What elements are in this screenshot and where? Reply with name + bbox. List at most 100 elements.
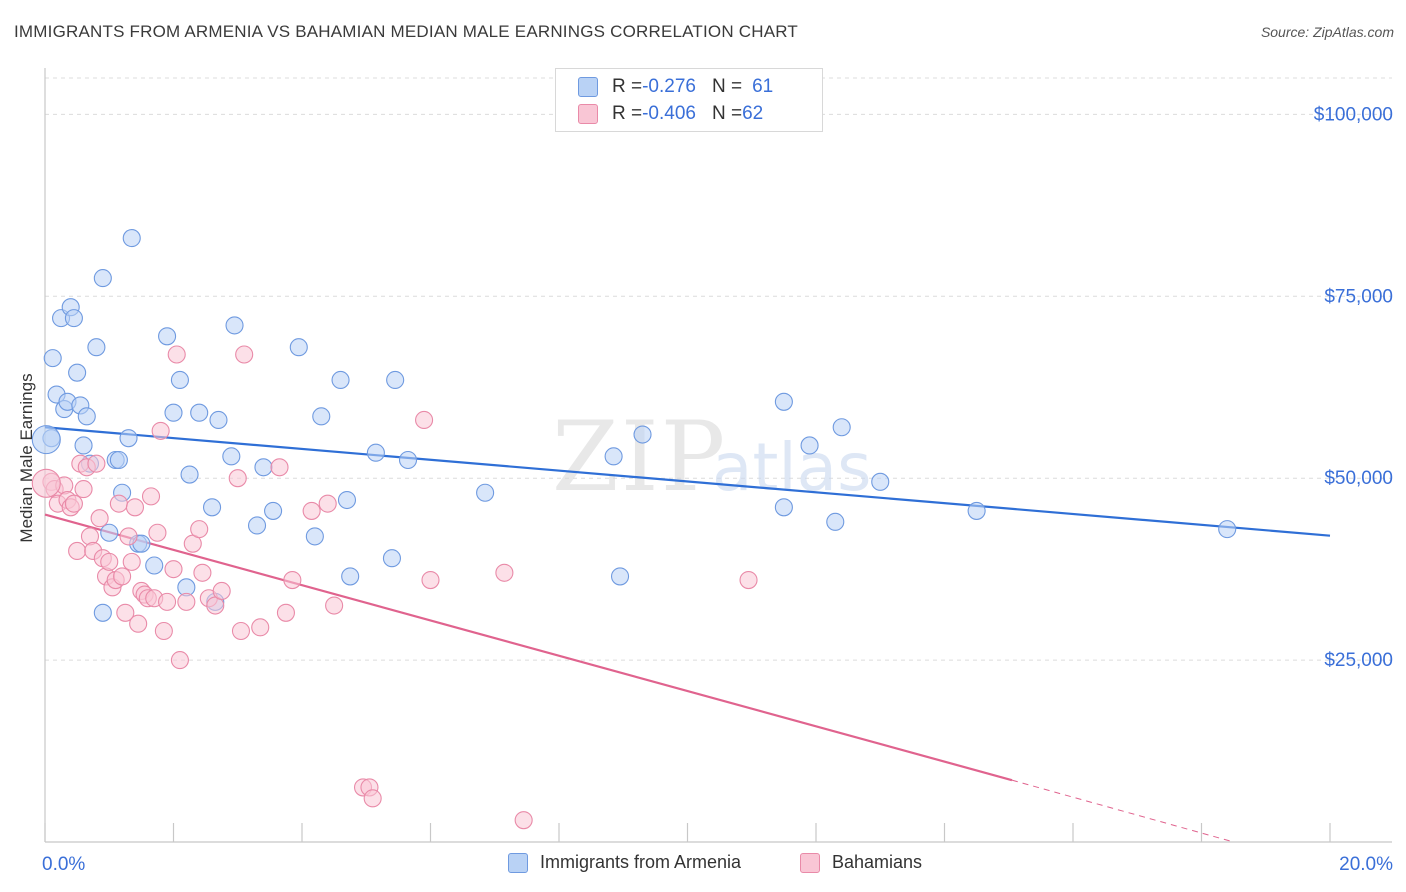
point-bahamians: [100, 552, 119, 571]
point-bahamians: [514, 811, 533, 830]
point-armenia: [774, 498, 793, 517]
point-armenia: [633, 425, 652, 444]
point-armenia: [100, 523, 119, 542]
y-tick-label: $50,000: [1324, 468, 1393, 489]
r-label: R =: [612, 103, 643, 124]
point-armenia: [610, 567, 630, 586]
point-bahamians: [193, 563, 212, 582]
y-tick-label: $100,000: [1314, 104, 1393, 125]
point-armenia: [203, 498, 222, 517]
point-armenia: [305, 527, 324, 546]
point-armenia: [312, 407, 331, 426]
point-armenia: [476, 483, 495, 502]
x-tick-label: 0.0%: [42, 854, 85, 875]
point-bahamians: [415, 410, 434, 430]
point-bahamians: [154, 621, 173, 641]
point-bahamians: [151, 421, 170, 440]
point-armenia: [264, 501, 283, 520]
source-label: Source: ZipAtlas.com: [1260, 24, 1394, 40]
swatch-bahamians: [800, 852, 820, 873]
point-armenia: [43, 349, 62, 368]
point-armenia: [247, 516, 267, 535]
legend-item-bahamians[interactable]: Bahamians: [800, 852, 922, 873]
tick-labels: $25,000 $50,000 $75,000 $100,000 0.0% 20.0%: [42, 104, 1393, 875]
series-legend: Immigrants from Armenia Bahamians: [0, 852, 1406, 878]
point-bahamians: [113, 567, 132, 586]
point-bahamians: [119, 527, 138, 546]
n-label: N =: [711, 76, 743, 97]
point-armenia: [826, 512, 845, 531]
point-armenia: [222, 447, 241, 466]
trendline-bahamians: [44, 513, 1013, 782]
point-armenia: [341, 567, 360, 586]
point-bahamians: [228, 469, 247, 488]
legend-label-armenia: Immigrants from Armenia: [540, 852, 742, 872]
point-armenia: [170, 370, 189, 390]
point-bahamians: [87, 454, 106, 473]
trendline-extension: [1011, 779, 1234, 843]
point-bahamians: [129, 614, 148, 633]
point-armenia: [209, 410, 228, 430]
point-bahamians: [270, 458, 289, 477]
point-armenia: [68, 363, 87, 382]
point-bahamians: [235, 345, 254, 364]
point-bahamians: [125, 498, 144, 517]
point-bahamians: [231, 621, 251, 641]
point-armenia: [87, 338, 106, 357]
point-armenia-cluster: [31, 425, 61, 455]
swatch-armenia: [508, 852, 528, 873]
point-bahamians: [495, 563, 514, 582]
legend-row-bahamians: R = -0.406 N = 62: [578, 101, 763, 127]
point-armenia: [145, 556, 164, 575]
point-armenia: [109, 450, 128, 470]
swatch-bahamians: [578, 104, 598, 124]
trendline-armenia: [44, 426, 1331, 537]
r-value: -0.406: [642, 103, 696, 124]
point-bahamians: [325, 596, 344, 615]
point-bahamians: [148, 523, 167, 542]
n-value: 62: [742, 103, 764, 124]
point-bahamians: [170, 651, 189, 670]
watermark: ZIP atlas: [552, 401, 872, 513]
point-armenia: [254, 458, 273, 477]
legend-row-armenia: R = -0.276 N = 61: [578, 74, 773, 100]
trendlines: [44, 426, 1331, 843]
point-bahamians: [90, 509, 109, 528]
point-bahamians: [363, 789, 382, 808]
point-bahamians-cluster: [31, 468, 61, 498]
point-armenia: [289, 338, 308, 357]
point-bahamians: [116, 603, 135, 622]
point-bahamians: [302, 501, 321, 520]
point-armenia: [77, 407, 96, 426]
correlation-legend: R = -0.276 N = 61 R = -0.406 N = 62: [555, 68, 823, 132]
y-tick-label: $25,000: [1324, 650, 1393, 671]
legend-item-armenia[interactable]: Immigrants from Armenia: [508, 852, 741, 873]
n-value: 61: [752, 76, 774, 97]
point-armenia: [119, 429, 138, 448]
point-armenia: [190, 403, 209, 422]
y-tick-label: $75,000: [1324, 286, 1393, 307]
point-bahamians: [318, 494, 337, 513]
point-armenia: [74, 436, 93, 455]
point-bahamians: [164, 560, 183, 579]
point-armenia: [774, 392, 793, 411]
legend-label-bahamians: Bahamians: [832, 852, 923, 872]
point-bahamians: [122, 552, 141, 571]
point-bahamians: [251, 618, 270, 637]
point-bahamians: [212, 581, 231, 601]
point-armenia: [331, 370, 350, 390]
chart-title: IMMIGRANTS FROM ARMENIA VS BAHAMIAN MEDI…: [14, 22, 798, 41]
point-bahamians: [74, 480, 93, 499]
watermark-atlas: atlas: [712, 429, 872, 506]
point-bahamians: [68, 541, 87, 561]
point-bahamians: [276, 603, 295, 622]
watermark-zip: ZIP: [552, 401, 727, 513]
r-label: R =: [612, 76, 643, 97]
point-armenia: [398, 450, 418, 470]
r-value: -0.276: [642, 76, 696, 97]
point-armenia: [93, 269, 112, 288]
point-armenia: [122, 229, 141, 248]
point-armenia: [180, 465, 199, 484]
point-armenia: [386, 370, 405, 390]
point-armenia: [604, 447, 623, 466]
